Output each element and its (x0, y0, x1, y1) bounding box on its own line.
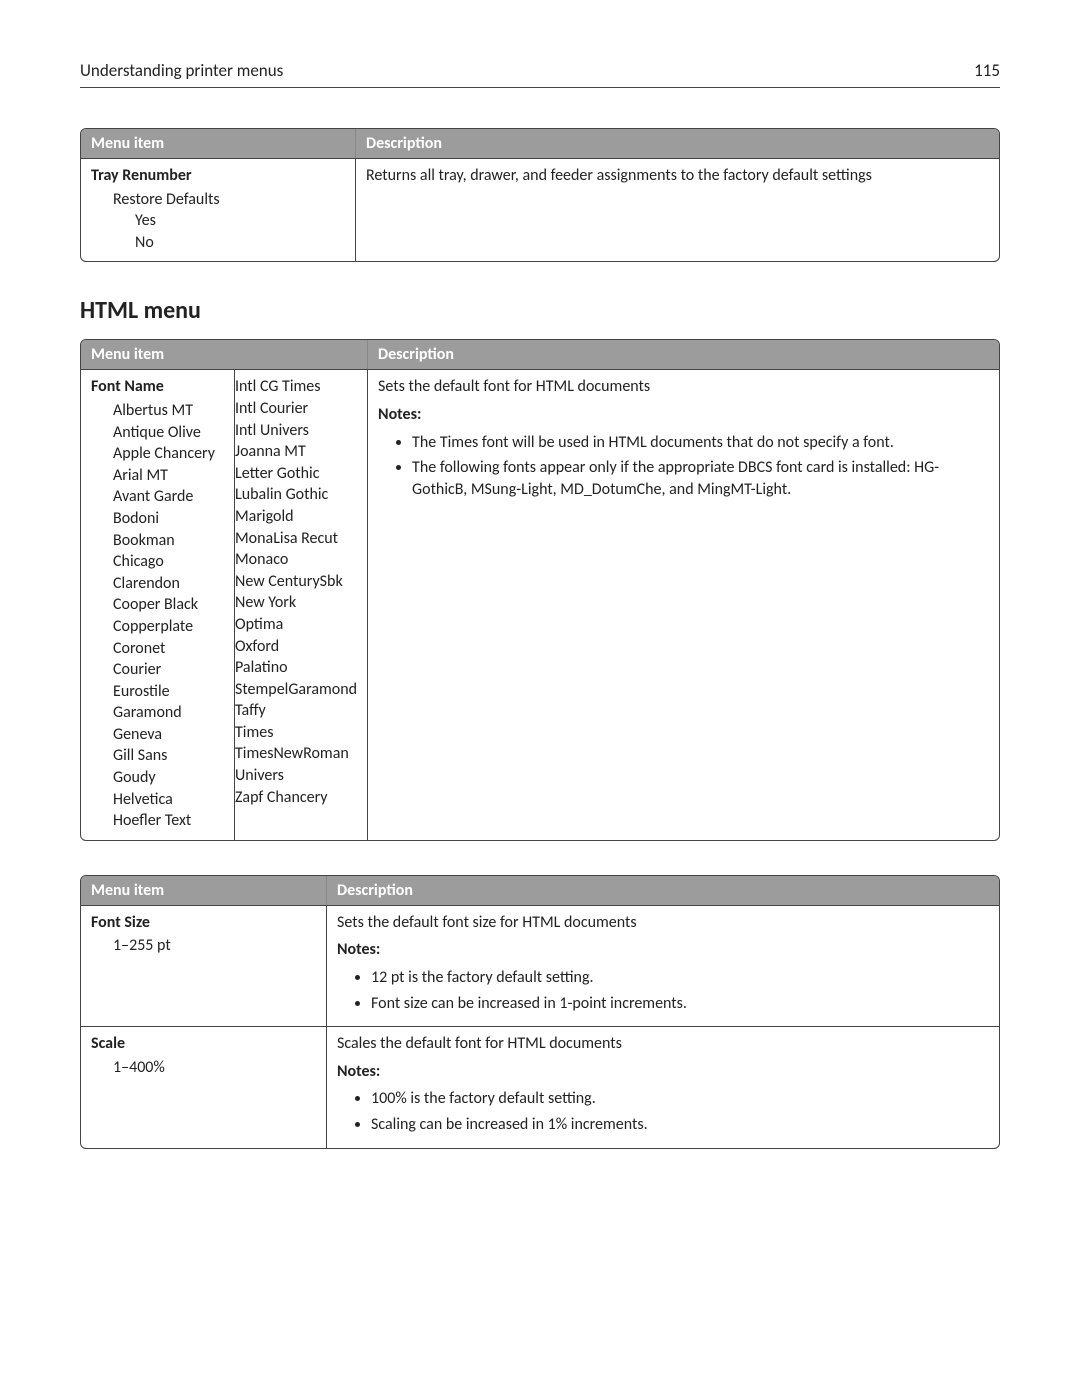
font-list-item: Courier (91, 659, 224, 681)
font-list-item: Antique Olive (91, 422, 224, 444)
notes-list: 100% is the factory default setting. Scal… (337, 1088, 989, 1135)
page-header: Understanding printer menus 115 (80, 60, 1000, 88)
table-header-description: Description (327, 876, 999, 905)
tray-renumber-table: Menu item Description Tray Renumber Rest… (80, 128, 1000, 262)
menu-item-sub: 1–255 pt (91, 935, 316, 957)
font-list-item: Cooper Black (91, 594, 224, 616)
font-list-item: New CenturySbk (235, 571, 357, 593)
font-list-item: Clarendon (91, 573, 224, 595)
menu-item-sub: Restore Defaults (91, 189, 345, 211)
font-list-col-a: Albertus MTAntique OliveApple ChanceryAr… (91, 400, 224, 832)
notes-list: 12 pt is the factory default setting. Fon… (337, 967, 989, 1014)
description-cell: Scales the default font for HTML documen… (327, 1026, 999, 1147)
menu-item-title: Tray Renumber (91, 165, 345, 187)
font-list-item: Oxford (235, 636, 357, 658)
font-list-col-b: Intl CG TimesIntl CourierIntl UniversJoa… (235, 376, 357, 808)
description-cell: Returns all tray, drawer, and feeder ass… (356, 158, 999, 261)
notes-label: Notes: (378, 404, 989, 426)
font-name-table: Menu item Description Font Name Albertus… (80, 339, 1000, 840)
font-list-item: Chicago (91, 551, 224, 573)
font-list-item: Garamond (91, 702, 224, 724)
font-list-item: Marigold (235, 506, 357, 528)
font-list-item: Geneva (91, 724, 224, 746)
font-list-item: Gill Sans (91, 745, 224, 767)
font-list-item: Univers (235, 765, 357, 787)
font-list-item: Apple Chancery (91, 443, 224, 465)
note-item: 12 pt is the factory default setting. (371, 967, 989, 989)
menu-item-cell: Font Name Albertus MTAntique OliveApple … (81, 369, 235, 839)
font-list-item: New York (235, 592, 357, 614)
font-list-item: Goudy (91, 767, 224, 789)
font-list-item: Times (235, 722, 357, 744)
note-item: Font size can be increased in 1-point in… (371, 993, 989, 1015)
font-list-item: Taffy (235, 700, 357, 722)
font-list-item: Zapf Chancery (235, 787, 357, 809)
section-heading: HTML menu (80, 296, 1000, 325)
table-row: Tray Renumber Restore Defaults Yes No Re… (81, 158, 999, 261)
menu-item-cell: Intl CG TimesIntl CourierIntl UniversJoa… (235, 369, 368, 839)
font-list-item: MonaLisa Recut (235, 528, 357, 550)
font-list-item: Bodoni (91, 508, 224, 530)
notes-list: The Times font will be used in HTML docu… (378, 432, 989, 501)
font-list-item: Palatino (235, 657, 357, 679)
description-intro: Sets the default font for HTML documents (378, 376, 989, 398)
table-row: Font Name Albertus MTAntique OliveApple … (81, 369, 999, 839)
note-item: 100% is the factory default setting. (371, 1088, 989, 1110)
font-list-item: Helvetica (91, 789, 224, 811)
font-list-item: Intl Univers (235, 420, 357, 442)
menu-item-title: Font Size (91, 912, 316, 934)
font-list-item: Monaco (235, 549, 357, 571)
font-list-item: Joanna MT (235, 441, 357, 463)
font-list-item: Intl CG Times (235, 376, 357, 398)
menu-item-sub: No (91, 232, 345, 254)
menu-item-cell: Scale1–400% (81, 1026, 327, 1147)
notes-label: Notes: (337, 939, 989, 961)
font-list-item: Eurostile (91, 681, 224, 703)
table-row: Font Size1–255 pt Sets the default font s… (81, 905, 999, 1026)
description-cell: Sets the default font size for HTML docu… (327, 905, 999, 1026)
menu-item-sub: 1–400% (91, 1057, 316, 1079)
notes-label: Notes: (337, 1061, 989, 1083)
description-intro: Sets the default font size for HTML docu… (337, 912, 989, 934)
menu-item-title: Scale (91, 1033, 316, 1055)
note-item: The following fonts appear only if the a… (412, 457, 989, 500)
description-cell: Sets the default font for HTML documents… (368, 369, 999, 839)
font-list-item: TimesNewRoman (235, 743, 357, 765)
header-left: Understanding printer menus (80, 60, 283, 81)
font-list-item: Bookman (91, 530, 224, 552)
header-page-number: 115 (974, 60, 1000, 81)
table-header-menu-item: Menu item (81, 340, 368, 369)
note-item: Scaling can be increased in 1% increment… (371, 1114, 989, 1136)
table-header-menu-item: Menu item (81, 129, 356, 158)
font-list-item: Hoefler Text (91, 810, 224, 832)
menu-item-sub: Yes (91, 210, 345, 232)
table-header-menu-item: Menu item (81, 876, 327, 905)
note-item: The Times font will be used in HTML docu… (412, 432, 989, 454)
table-header-description: Description (368, 340, 999, 369)
font-list-item: Lubalin Gothic (235, 484, 357, 506)
table-row: Scale1–400% Scales the default font for H… (81, 1026, 999, 1147)
description-intro: Scales the default font for HTML documen… (337, 1033, 989, 1055)
font-list-item: StempelGaramond (235, 679, 357, 701)
menu-item-cell: Tray Renumber Restore Defaults Yes No (81, 158, 356, 261)
font-list-item: Intl Courier (235, 398, 357, 420)
font-list-item: Arial MT (91, 465, 224, 487)
font-list-item: Copperplate (91, 616, 224, 638)
font-list-item: Albertus MT (91, 400, 224, 422)
menu-item-title: Font Name (91, 376, 224, 398)
font-list-item: Letter Gothic (235, 463, 357, 485)
table-header-description: Description (356, 129, 999, 158)
font-list-item: Coronet (91, 638, 224, 660)
font-list-item: Optima (235, 614, 357, 636)
font-list-item: Avant Garde (91, 486, 224, 508)
font-size-scale-table: Menu item Description Font Size1–255 ptS… (80, 875, 1000, 1149)
menu-item-cell: Font Size1–255 pt (81, 905, 327, 1026)
